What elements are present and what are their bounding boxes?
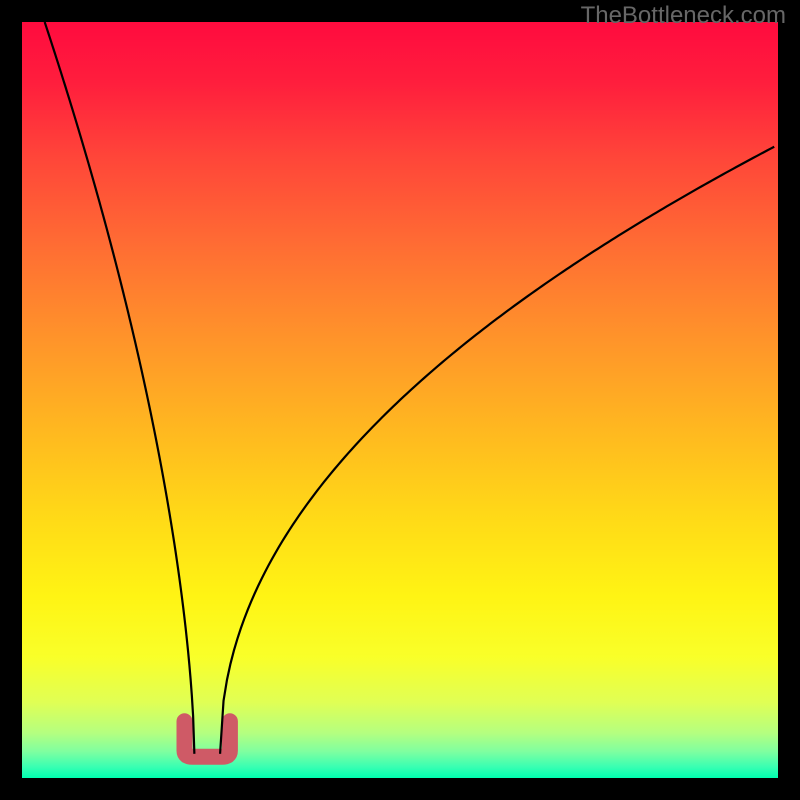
bottleneck-curve: [22, 22, 778, 778]
chart-stage: TheBottleneck.com: [0, 0, 800, 800]
curve-right-branch: [220, 147, 774, 754]
trough-highlight: [185, 721, 230, 757]
watermark-text: TheBottleneck.com: [581, 2, 786, 30]
curve-left-branch: [45, 22, 195, 754]
chart-frame: [22, 22, 778, 778]
